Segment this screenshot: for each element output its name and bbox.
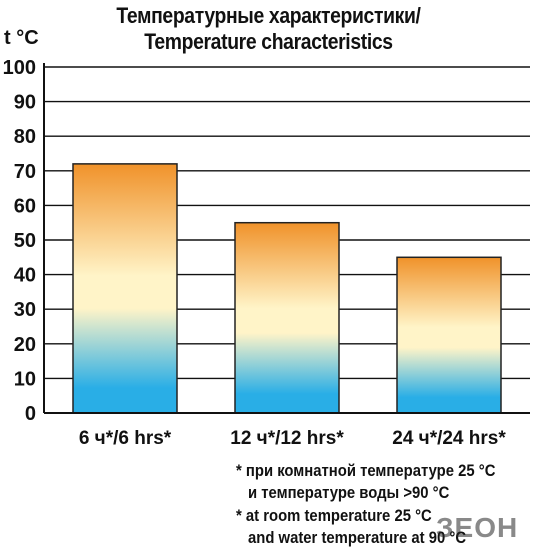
bar	[234, 221, 340, 414]
y-tick-label: 70	[14, 161, 36, 183]
footnote-en-line1: * at room temperature 25 °С	[236, 507, 432, 525]
axes	[43, 63, 530, 414]
x-tick-label: 6 ч*/6 hrs*	[79, 428, 172, 449]
y-tick-label: 50	[14, 230, 36, 252]
footnote-en-line2: and water temperature at 90 °C	[248, 529, 467, 547]
x-tick-label: 24 ч*/24 hrs*	[392, 428, 506, 449]
x-tick-labels: 6 ч*/6 hrs* 12 ч*/12 hrs* 24 ч*/24 hrs*	[79, 428, 507, 449]
y-tick-labels: 0 10 20 30 40 50 60 70 80 90 100	[3, 57, 36, 425]
y-tick-label: 10	[14, 368, 36, 390]
y-tick-label: 40	[14, 265, 36, 287]
y-tick-label: 100	[3, 57, 36, 79]
footnote-ru-line1: * при комнатной температуре 25 °С	[236, 462, 496, 480]
bar	[72, 163, 178, 414]
chart-title-line1: Температурные характеристики/	[116, 3, 421, 28]
chart-title-line2: Temperature characteristics	[144, 29, 393, 54]
bars	[72, 163, 502, 414]
x-tick-label: 12 ч*/12 hrs*	[230, 428, 344, 449]
y-tick-label: 60	[14, 195, 36, 217]
footnote-ru-line2: и температуре воды >90 °С	[248, 484, 450, 502]
y-tick-label: 0	[25, 403, 36, 425]
y-tick-label: 80	[14, 126, 36, 148]
bar	[396, 256, 502, 414]
y-tick-label: 20	[14, 334, 36, 356]
y-axis-label: t °C	[4, 27, 39, 49]
y-tick-label: 30	[14, 299, 36, 321]
watermark-logo: ЗЕОН	[436, 512, 519, 543]
y-tick-label: 90	[14, 92, 36, 114]
